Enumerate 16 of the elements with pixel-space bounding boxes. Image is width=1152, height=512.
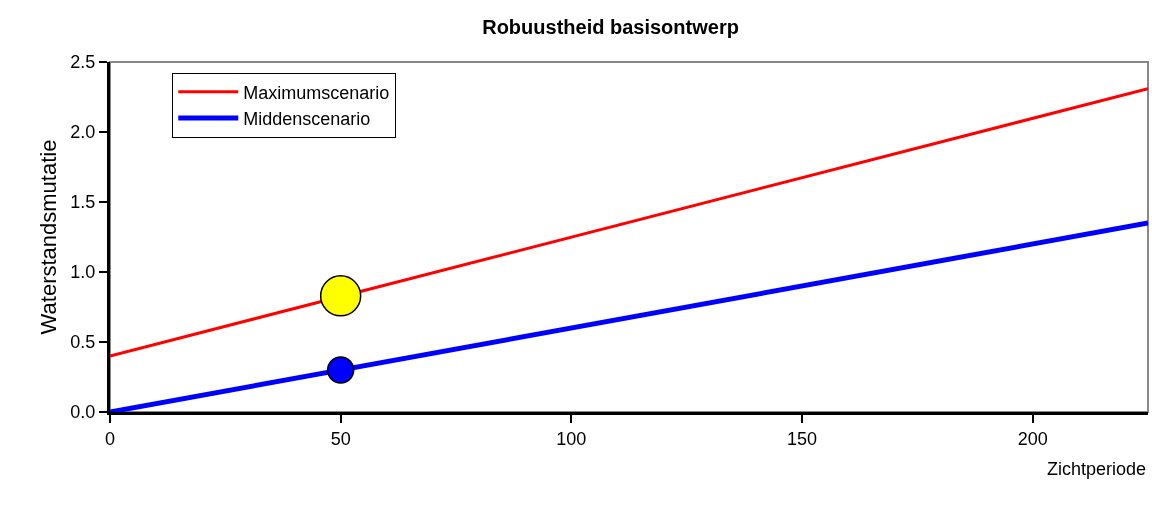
y-tick-label: 2.0: [70, 122, 96, 143]
x-tick-label: 0: [104, 428, 116, 449]
x-axis-title: Zichtperiode: [1047, 459, 1147, 479]
y-tick-label: 2.5: [70, 52, 96, 73]
y-tick-label: 0.0: [70, 402, 96, 423]
x-tick-label: 50: [330, 428, 351, 449]
y-tick-label: 1.5: [70, 192, 96, 213]
x-tick-label: 150: [786, 428, 818, 449]
legend-label: Maximumscenario: [243, 82, 390, 103]
x-tick-label: 200: [1017, 428, 1048, 449]
x-tick-label: 100: [556, 428, 587, 449]
y-tick-label: 1.0: [70, 262, 96, 283]
y-axis-title: Waterstandsmutatie: [36, 139, 62, 335]
chart-title: Robuustheid basisontwerp: [482, 16, 739, 39]
legend-label: Middenscenario: [243, 109, 371, 130]
y-tick-label: 0.5: [70, 332, 96, 353]
